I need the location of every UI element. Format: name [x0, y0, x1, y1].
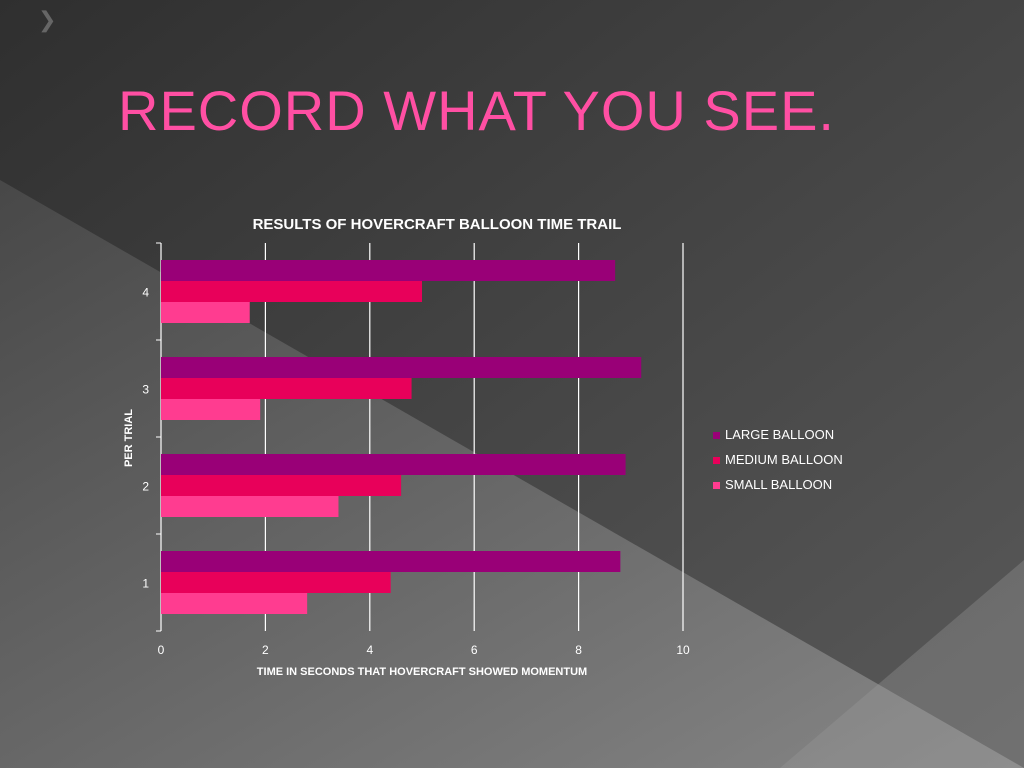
bar: [161, 572, 391, 593]
y-axis-label: PER TRIAL: [123, 409, 135, 467]
bar: [161, 260, 616, 281]
bar: [161, 302, 250, 323]
legend: LARGE BALLOON MEDIUM BALLOON SMALL BALLOON: [713, 427, 843, 492]
bar: [161, 378, 412, 399]
y-tick-label: 2: [142, 480, 149, 494]
bullet-arrow-icon: ❯: [38, 8, 57, 33]
chart-title: RESULTS OF HOVERCRAFT BALLOON TIME TRAIL: [253, 216, 622, 233]
bar: [161, 399, 261, 420]
legend-label: MEDIUM BALLOON: [725, 452, 843, 467]
y-tick-label: 1: [142, 577, 149, 591]
legend-swatch: [713, 432, 720, 439]
legend-label: LARGE BALLOON: [725, 427, 834, 442]
legend-swatch: [713, 482, 720, 489]
x-tick-label: 4: [366, 643, 373, 657]
legend-swatch: [713, 457, 720, 464]
bar: [161, 593, 308, 614]
bar: [161, 357, 642, 378]
bar: [161, 551, 621, 572]
y-tick-label: 4: [142, 286, 149, 300]
bar: [161, 496, 339, 517]
slide-title: RECORD WHAT YOU SEE.: [118, 79, 835, 142]
bar: [161, 281, 422, 302]
y-tick-label: 3: [142, 383, 149, 397]
x-tick-label: 10: [676, 643, 690, 657]
x-tick-label: 8: [575, 643, 582, 657]
x-tick-label: 6: [471, 643, 478, 657]
bar: [161, 475, 402, 496]
x-tick-label: 2: [262, 643, 269, 657]
bar: [161, 454, 626, 475]
x-tick-label: 0: [158, 643, 165, 657]
legend-label: SMALL BALLOON: [725, 477, 832, 492]
x-axis-label: TIME IN SECONDS THAT HOVERCRAFT SHOWED M…: [257, 666, 587, 678]
